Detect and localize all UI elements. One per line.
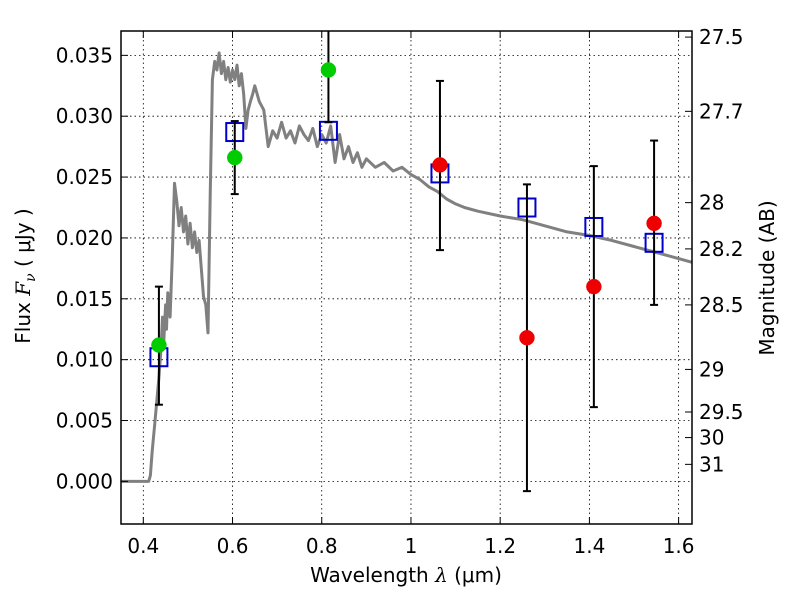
x-tick-label: 0.8 — [306, 534, 338, 558]
non-detection-point — [432, 157, 448, 173]
detection-point — [320, 62, 337, 78]
y-tick-label: 0.035 — [56, 43, 113, 67]
plot-area — [121, 31, 692, 493]
x-tick-label: 1.4 — [573, 534, 605, 558]
x-tick-label: 1.6 — [663, 534, 695, 558]
sed-model-line — [121, 51, 692, 483]
y2-tick-label: 28 — [699, 191, 724, 215]
non-detection-point — [586, 278, 602, 295]
non-detection-point — [519, 330, 535, 346]
y2-tick-label: 31 — [699, 452, 724, 476]
y-tick-label: 0.025 — [56, 165, 113, 189]
y2-tick-label: 29 — [699, 357, 724, 381]
x-tick-label: 0.6 — [217, 534, 249, 558]
y-tick-label: 0.015 — [56, 287, 113, 311]
y2-tick-label: 29.5 — [699, 400, 744, 424]
detection-point — [227, 149, 243, 166]
y-tick-label: 0.005 — [56, 409, 113, 433]
x-axis-label: Wavelength λ (μm) — [310, 563, 502, 587]
y-tick-label: 0.000 — [56, 469, 113, 493]
y-axis-label: Flux Fν ( μJy ) — [11, 208, 39, 343]
y2-tick-label: 30 — [699, 426, 724, 450]
x-tick-label: 1 — [405, 534, 418, 558]
y-tick-label: 0.030 — [56, 104, 113, 128]
grid — [121, 31, 692, 524]
y-tick-label: 0.010 — [56, 348, 113, 372]
axis-ticks: 0.4 0.6 0.8 1 1.2 1.4 1.6 0.000 0.005 0.010 0.015 0… — [56, 25, 744, 558]
y2-tick-label: 27.7 — [699, 99, 744, 123]
y2-axis-label: Magnitude (AB) — [755, 200, 779, 355]
detection-point — [151, 337, 167, 353]
y2-tick-label: 28.5 — [699, 293, 744, 317]
x-tick-label: 0.4 — [127, 534, 159, 558]
non-detection-point — [646, 215, 662, 232]
y2-tick-label: 27.5 — [699, 25, 744, 49]
y2-tick-label: 28.2 — [699, 237, 744, 261]
plot-frame — [120, 30, 693, 525]
y-tick-label: 0.020 — [56, 226, 113, 250]
x-tick-label: 1.2 — [484, 534, 516, 558]
